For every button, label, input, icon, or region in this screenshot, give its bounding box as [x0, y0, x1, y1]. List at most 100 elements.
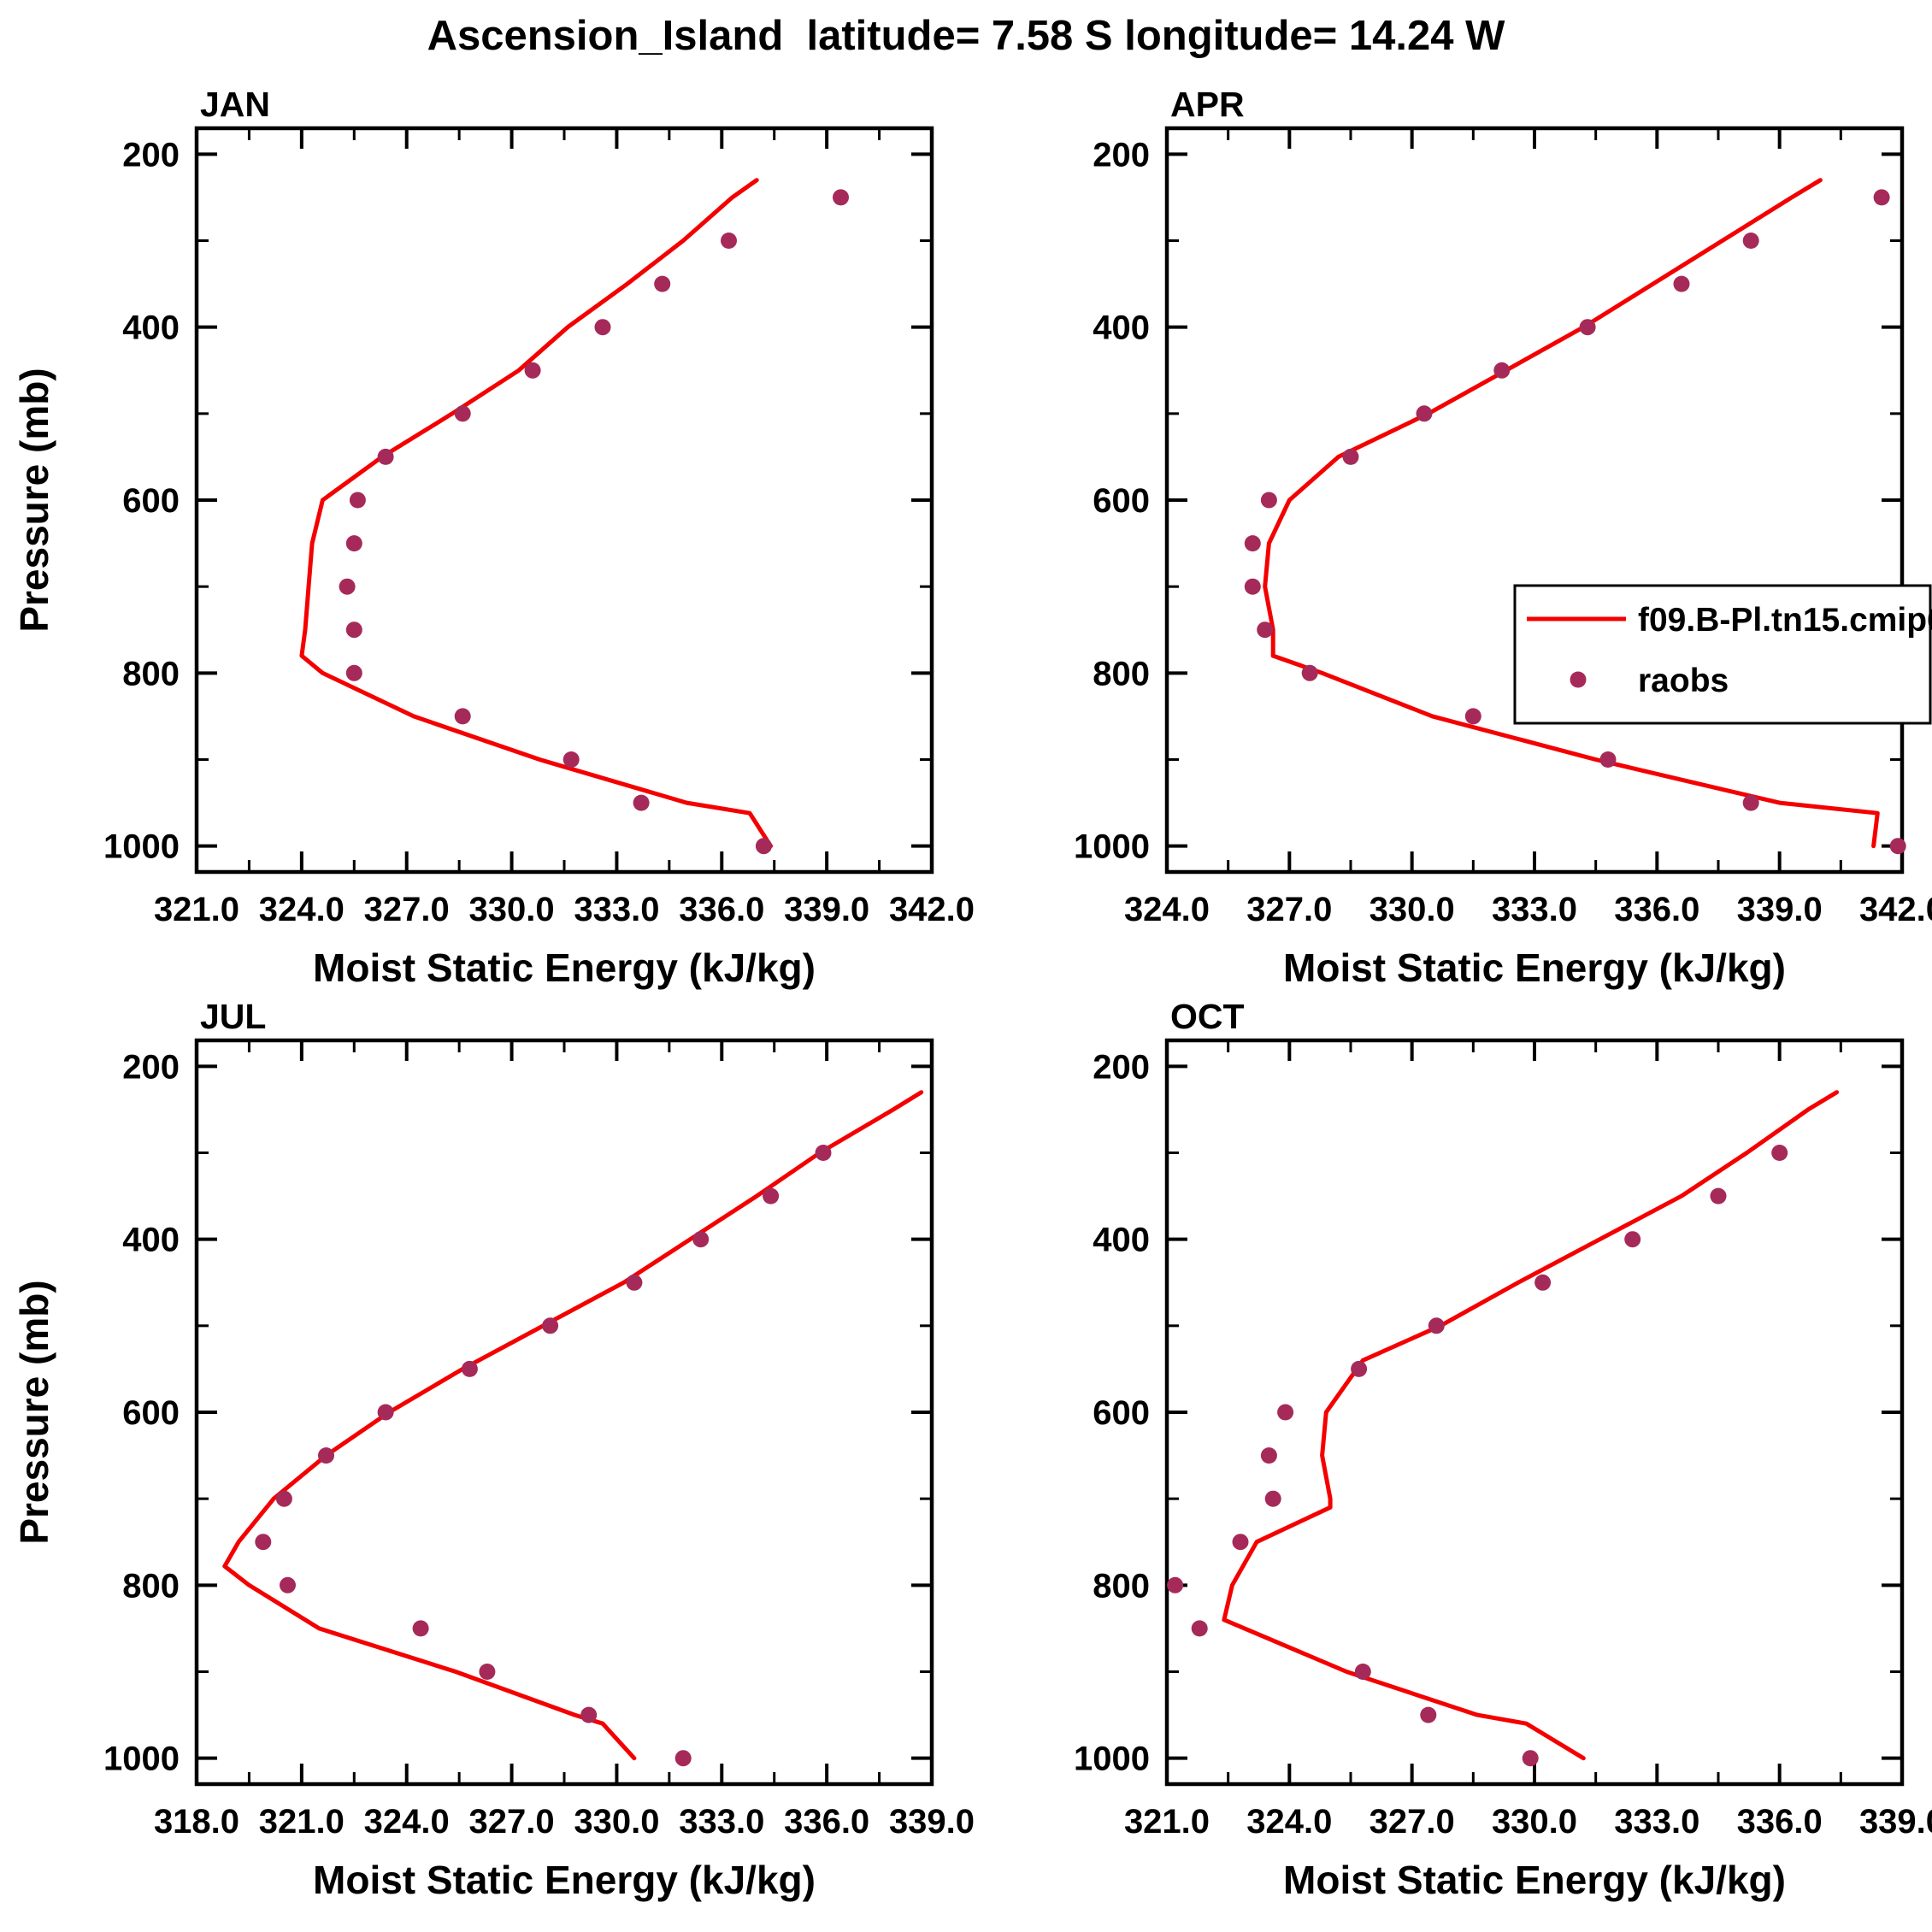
y-tick-label: 800	[122, 655, 180, 692]
raobs-dot	[345, 535, 362, 552]
legend: f09.B-Pl.tn15.cmip6 raobs	[1513, 584, 1932, 725]
raobs-dot	[633, 794, 650, 811]
raobs-dot	[345, 664, 362, 681]
y-tick-label: 600	[122, 1394, 180, 1432]
raobs-dot	[563, 751, 580, 768]
y-tick-label: 200	[1093, 136, 1150, 174]
raobs-dot	[1742, 233, 1759, 249]
y-tick-label: 600	[122, 482, 180, 520]
raobs-dot	[721, 233, 737, 249]
raobs-dot	[1673, 275, 1690, 292]
x-tick-label: 330.0	[574, 1803, 659, 1841]
raobs-dot	[1416, 405, 1433, 422]
panel-oct: 321.0 324.0 327.0 330.0 333.0 336.0 339.0 200 40…	[1074, 997, 1932, 1902]
x-tick-label: 339.0	[1737, 891, 1823, 928]
x-tick-label: 342.0	[889, 891, 975, 928]
raobs-dot	[626, 1274, 643, 1291]
raobs-dot	[755, 838, 772, 855]
raobs-dot	[1301, 664, 1318, 681]
x-tick-label: 327.0	[469, 1803, 555, 1841]
raobs-dot	[1889, 838, 1906, 855]
raobs-dot	[1420, 1706, 1437, 1723]
raobs-dot	[833, 189, 849, 206]
raobs-dot	[377, 1404, 394, 1421]
panel-label: OCT	[1170, 997, 1245, 1036]
raobs-dot	[479, 1664, 496, 1680]
x-tick-label: 327.0	[1369, 1803, 1455, 1841]
model-line	[1263, 178, 1880, 849]
y-tick-label: 1000	[103, 1741, 180, 1778]
raobs-dot	[654, 275, 671, 292]
x-tick-label: 333.0	[1492, 891, 1577, 928]
x-tick-label: 321.0	[154, 891, 239, 928]
x-tick-label: 336.0	[1614, 891, 1699, 928]
raobs-dot	[1260, 1447, 1277, 1464]
raobs-dot	[1624, 1231, 1641, 1248]
raobs-dot	[1579, 319, 1596, 336]
raobs-dot	[524, 362, 541, 379]
panel-jan: 321.0 324.0 327.0 330.0 333.0 336.0 339.0 342.0…	[103, 85, 975, 990]
axis-ticks	[1165, 128, 1904, 872]
raobs-dot	[1493, 362, 1511, 379]
y-tick-label: 400	[1093, 1222, 1150, 1259]
model-line	[1222, 1090, 1840, 1761]
raobs-dot	[674, 1750, 692, 1767]
x-tick-label: 339.0	[889, 1803, 975, 1841]
raobs-dot	[1354, 1664, 1371, 1680]
raobs-dot	[339, 578, 356, 595]
legend-dot-label: raobs	[1638, 663, 1729, 699]
raobs-dot	[1710, 1187, 1727, 1205]
raobs-dot	[1351, 1360, 1368, 1377]
raobs-dot	[377, 448, 394, 465]
plot-frame	[194, 126, 934, 875]
x-tick-label: 324.0	[364, 1803, 450, 1841]
raobs-dot	[1464, 708, 1481, 725]
legend-dot-sample	[1570, 671, 1587, 688]
raobs-dot	[345, 621, 362, 639]
y-tick-label: 600	[1093, 1394, 1150, 1432]
model-line	[222, 1090, 924, 1761]
y-axis-title: Pressure (mb)	[12, 1280, 56, 1544]
y-tick-label: 800	[122, 1567, 180, 1605]
raobs-dot	[412, 1620, 429, 1637]
y-tick-label: 1000	[103, 828, 180, 866]
x-tick-label: 339.0	[1859, 1803, 1932, 1841]
raobs-dot	[815, 1145, 832, 1161]
raobs-dot	[454, 708, 471, 725]
raobs-dot	[1277, 1404, 1294, 1421]
y-axis-title: Pressure (mb)	[12, 368, 56, 632]
raobs-dot	[454, 405, 471, 422]
y-tick-label: 600	[1093, 482, 1150, 520]
raobs-dot	[1771, 1145, 1788, 1161]
x-tick-label: 324.0	[1246, 1803, 1332, 1841]
y-tick-label: 200	[122, 1048, 180, 1086]
panel-label: JAN	[200, 85, 270, 124]
x-tick-label: 324.0	[259, 891, 345, 928]
y-tick-label: 200	[1093, 1048, 1150, 1086]
x-tick-label: 330.0	[1492, 1803, 1577, 1841]
raobs-dot	[349, 492, 366, 509]
raobs-dot	[1167, 1576, 1184, 1593]
x-tick-label: 342.0	[1859, 891, 1932, 928]
y-tick-label: 400	[122, 1222, 180, 1259]
x-tick-label: 330.0	[1369, 891, 1455, 928]
panel-label: JUL	[200, 997, 266, 1036]
raobs-dot	[1599, 751, 1617, 768]
plot-frame	[1164, 126, 1905, 875]
x-tick-label: 321.0	[1124, 1803, 1210, 1841]
y-tick-label: 800	[1093, 655, 1150, 692]
raobs-dot	[461, 1360, 478, 1377]
x-tick-label: 336.0	[679, 891, 764, 928]
plot-frame	[1164, 1038, 1905, 1787]
raobs-dot	[1257, 621, 1274, 639]
y-tick-label: 800	[1093, 1567, 1150, 1605]
y-tick-label: 1000	[1074, 828, 1150, 866]
y-tick-label: 200	[122, 136, 180, 174]
raobs-dot	[275, 1490, 292, 1507]
raobs-dot	[1522, 1750, 1539, 1767]
x-tick-label: 327.0	[364, 891, 450, 928]
x-tick-label: 336.0	[784, 1803, 869, 1841]
raobs-dot	[1260, 492, 1277, 509]
raobs-dot	[1244, 578, 1261, 595]
axis-ticks	[1165, 1040, 1904, 1784]
